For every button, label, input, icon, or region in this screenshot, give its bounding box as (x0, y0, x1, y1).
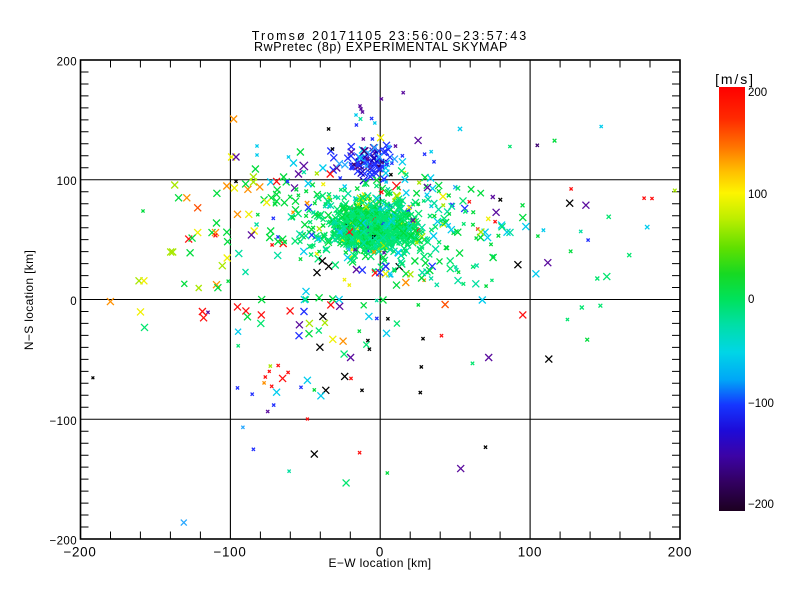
svg-text:100: 100 (57, 176, 77, 188)
svg-text:0: 0 (70, 296, 77, 308)
svg-text:−100: −100 (748, 398, 774, 410)
svg-text:100: 100 (518, 544, 542, 559)
svg-text:Tromsø 20171105 23:56:00−23:57: Tromsø 20171105 23:56:00−23:57:43 (252, 29, 528, 43)
svg-text:200: 200 (668, 544, 692, 559)
svg-text:−100: −100 (49, 416, 77, 428)
svg-text:[m/s]: [m/s] (715, 71, 755, 87)
svg-text:200: 200 (748, 87, 767, 99)
svg-text:−200: −200 (748, 499, 774, 511)
svg-text:0: 0 (748, 294, 754, 306)
svg-text:N−S location [km]: N−S location [km] (22, 250, 36, 350)
svg-text:200: 200 (57, 57, 77, 69)
svg-text:0: 0 (376, 544, 384, 559)
svg-text:−200: −200 (49, 536, 77, 548)
svg-text:−200: −200 (64, 544, 97, 559)
svg-text:−100: −100 (214, 544, 247, 559)
svg-text:E−W location [km]: E−W location [km] (329, 556, 432, 570)
svg-text:100: 100 (748, 189, 767, 201)
svg-text:RwPretec (8p) EXPERIMENTAL SKY: RwPretec (8p) EXPERIMENTAL SKYMAP (254, 40, 508, 54)
